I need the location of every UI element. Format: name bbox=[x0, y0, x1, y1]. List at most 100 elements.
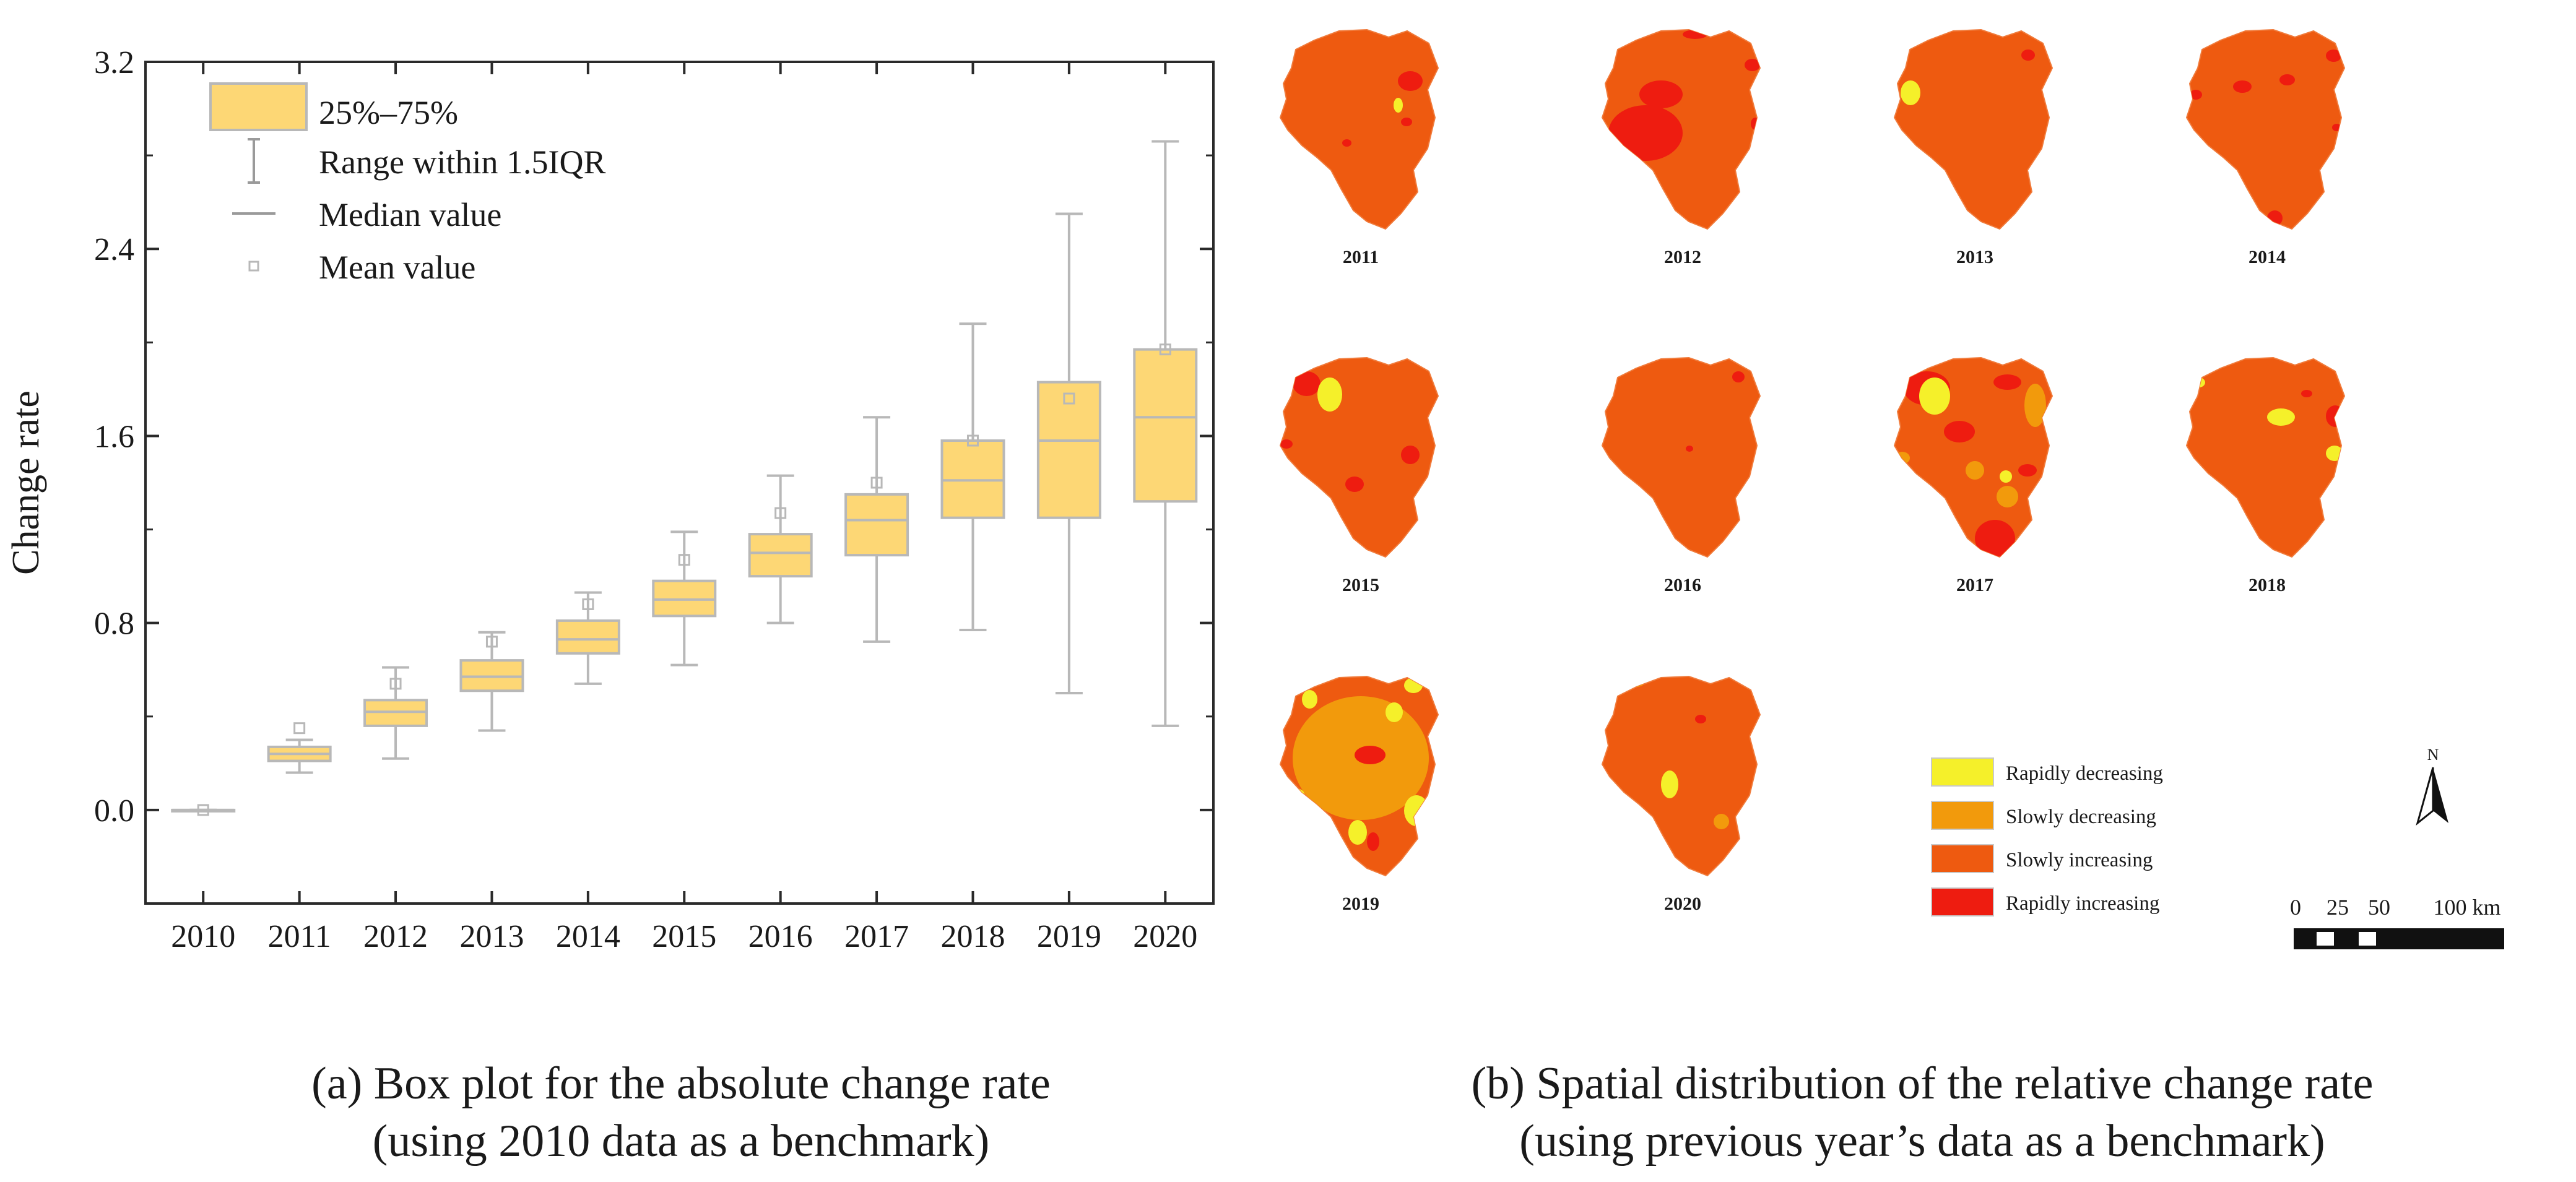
box-iqr bbox=[748, 533, 813, 578]
y-tick-label: 0.8 bbox=[94, 606, 134, 642]
x-tick-label: 2011 bbox=[268, 919, 331, 954]
map-patch bbox=[1280, 439, 1293, 449]
map-patch bbox=[1386, 702, 1403, 722]
legend-rapid-increase: Rapidly increasing bbox=[2006, 892, 2159, 915]
box-2016 bbox=[748, 474, 813, 624]
province-shape bbox=[1893, 28, 2053, 230]
map-patch bbox=[1686, 446, 1693, 452]
scale-label-0: 0 bbox=[2290, 895, 2301, 920]
map-2015: 2015 bbox=[1279, 356, 1439, 595]
map-patch bbox=[1394, 98, 1403, 113]
legend-rapid-decrease: Rapidly decreasing bbox=[2006, 762, 2163, 785]
map-patch bbox=[2326, 446, 2343, 461]
map-patches bbox=[1280, 371, 1437, 527]
map-patch bbox=[2301, 390, 2312, 397]
map-patch bbox=[1608, 105, 1683, 161]
map-patch bbox=[2326, 50, 2341, 62]
map-2018: 2018 bbox=[2185, 356, 2346, 595]
map-patches bbox=[1293, 678, 1429, 851]
map-patch bbox=[1355, 746, 1386, 764]
map-patch bbox=[1894, 452, 1910, 464]
province-shape bbox=[1601, 675, 1761, 877]
map-patch bbox=[1661, 770, 1678, 798]
box-2019 bbox=[1036, 212, 1101, 694]
y-tick-label: 0.0 bbox=[94, 793, 134, 829]
legend-swatch-slow-decrease bbox=[1931, 801, 1994, 830]
map-year-label: 2020 bbox=[1664, 894, 1701, 914]
x-tick-label: 2017 bbox=[844, 919, 909, 954]
map-patch bbox=[1738, 170, 1751, 179]
y-tick-label: 2.4 bbox=[94, 232, 134, 267]
map-patch bbox=[2193, 377, 2205, 387]
map-patch bbox=[1293, 789, 1305, 805]
y-axis-label: Change rate bbox=[5, 390, 47, 575]
province-shape bbox=[2185, 28, 2346, 230]
mean-marker bbox=[870, 477, 883, 489]
mean-marker bbox=[389, 678, 402, 690]
x-tick-label: 2018 bbox=[940, 919, 1005, 954]
scale-bar: 0 25 50 100 km bbox=[2290, 895, 2504, 949]
mean-marker bbox=[485, 636, 498, 648]
map-patch bbox=[1426, 520, 1437, 527]
box-2014 bbox=[555, 591, 620, 685]
x-tick-label: 2015 bbox=[652, 919, 716, 954]
map-patch bbox=[2233, 80, 2252, 93]
scale-label-25: 25 bbox=[2327, 895, 2349, 920]
mean-marker bbox=[678, 554, 690, 566]
box-2020 bbox=[1133, 140, 1198, 727]
map-patch bbox=[2037, 31, 2049, 38]
map-patch bbox=[1993, 374, 2021, 390]
x-axis-ticks: 2010 2011 2012 2013 2014 2015 2016 2017 2018 2019… bbox=[171, 62, 1197, 954]
map-patch bbox=[1302, 690, 1317, 709]
map-patch bbox=[2279, 74, 2295, 85]
box-plot: 0.0 0.8 1.6 2.4 3.2 2010 2011 2012 2013 2014 2015… bbox=[5, 45, 1215, 954]
map-patch bbox=[2000, 470, 2012, 483]
legend-slow-decrease: Slowly decreasing bbox=[2006, 806, 2156, 828]
x-tick-label: 2010 bbox=[171, 919, 235, 954]
x-tick-label: 2014 bbox=[556, 919, 620, 954]
box-2018 bbox=[940, 322, 1005, 631]
map-year-label: 2012 bbox=[1664, 247, 1701, 267]
legend-swatch-slow-increase bbox=[1931, 844, 1994, 873]
map-2019: 2019 bbox=[1279, 675, 1439, 914]
mean-marker bbox=[197, 804, 209, 816]
map-patch bbox=[1367, 832, 1379, 851]
map-patches bbox=[1686, 371, 1745, 452]
box-2013 bbox=[459, 631, 524, 732]
box-iqr bbox=[555, 619, 620, 655]
province-shape bbox=[1279, 28, 1439, 230]
legend-swatch-rapid-increase bbox=[1931, 887, 1994, 917]
map-patch bbox=[1751, 118, 1760, 130]
x-tick-label: 2013 bbox=[459, 919, 524, 954]
box-2010 bbox=[171, 804, 236, 816]
map-patch bbox=[1621, 808, 1633, 820]
box-2012 bbox=[363, 666, 428, 760]
map-patch bbox=[1966, 461, 1984, 480]
mean-marker bbox=[1159, 343, 1171, 356]
map-2012: 2012 bbox=[1601, 28, 1761, 267]
y-axis-ticks: 0.0 0.8 1.6 2.4 3.2 bbox=[94, 45, 1213, 829]
map-patch bbox=[2024, 384, 2046, 427]
caption-b-line1: (b) Spatial distribution of the relative… bbox=[1472, 1058, 2374, 1109]
legend-whisker-symbol bbox=[248, 138, 260, 184]
x-tick-label: 2016 bbox=[748, 919, 813, 954]
box-iqr bbox=[1133, 348, 1198, 503]
map-patch bbox=[2190, 90, 2202, 100]
province-shape bbox=[1601, 356, 1761, 558]
x-tick-label: 2019 bbox=[1037, 919, 1101, 954]
map-patch bbox=[1944, 421, 1975, 442]
map-patch bbox=[1404, 678, 1423, 693]
map-patch bbox=[1317, 377, 1342, 412]
map-patch bbox=[1398, 71, 1423, 91]
legend-label-median: Median value bbox=[319, 196, 501, 233]
box-2011 bbox=[267, 722, 332, 774]
province-shape bbox=[2185, 356, 2346, 558]
box-iqr bbox=[1036, 381, 1101, 519]
map-patch bbox=[2021, 50, 2035, 61]
legend-mean-symbol bbox=[248, 261, 259, 272]
map-patch bbox=[1429, 198, 1436, 203]
map-year-label: 2011 bbox=[1343, 247, 1379, 267]
mean-marker bbox=[293, 722, 306, 735]
north-label: N bbox=[2427, 746, 2439, 764]
map-2013: 2013 bbox=[1893, 28, 2053, 267]
